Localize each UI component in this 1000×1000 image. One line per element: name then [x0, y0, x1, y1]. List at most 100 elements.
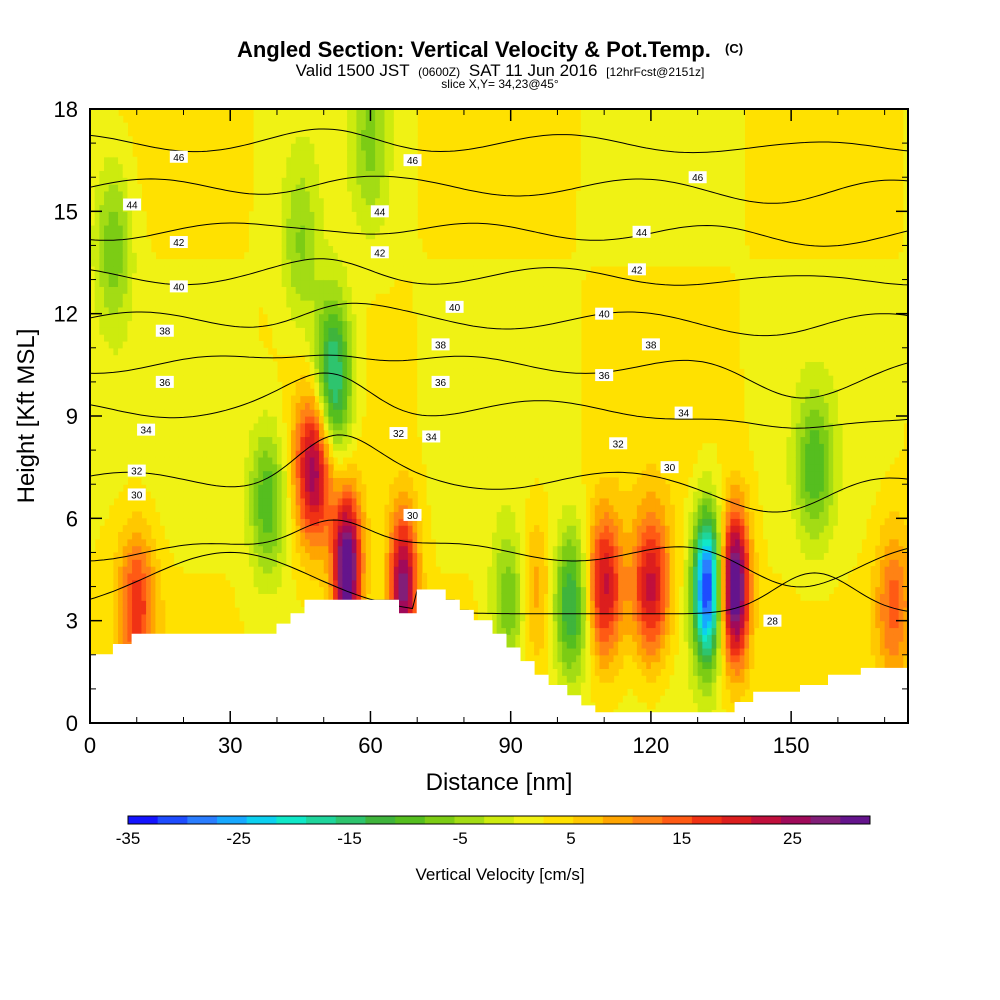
velocity-cell	[323, 245, 329, 253]
velocity-cell	[239, 566, 245, 574]
velocity-cell	[230, 443, 236, 451]
velocity-cell	[435, 525, 442, 533]
velocity-cell	[108, 156, 114, 165]
velocity-cell	[132, 327, 138, 335]
velocity-cell	[104, 402, 110, 410]
velocity-cell	[248, 224, 255, 233]
velocity-cell	[132, 170, 138, 178]
velocity-cell	[206, 566, 213, 574]
velocity-cell	[454, 265, 460, 274]
velocity-cell	[454, 531, 460, 540]
velocity-cell	[178, 511, 185, 519]
velocity-cell	[146, 388, 152, 397]
velocity-cell	[365, 559, 372, 567]
velocity-cell	[99, 109, 105, 117]
velocity-cell	[164, 436, 171, 444]
velocity-cell	[216, 531, 222, 540]
velocity-cell	[300, 204, 306, 212]
velocity-cell	[393, 177, 400, 185]
velocity-cell	[361, 163, 367, 171]
velocity-cell	[333, 518, 339, 526]
velocity-cell	[258, 211, 264, 219]
velocity-cell	[286, 518, 292, 526]
velocity-cell	[347, 313, 353, 322]
velocity-cell	[300, 395, 306, 403]
velocity-cell	[361, 184, 367, 192]
velocity-cell	[113, 429, 119, 438]
velocity-cell	[309, 156, 315, 165]
velocity-cell	[141, 456, 147, 465]
velocity-cell	[183, 368, 189, 376]
velocity-cell	[118, 600, 124, 608]
velocity-cell	[272, 538, 278, 547]
velocity-cell	[118, 422, 124, 431]
velocity-cell	[113, 436, 119, 444]
velocity-cell	[440, 416, 446, 424]
velocity-cell	[398, 525, 404, 533]
velocity-cell	[262, 613, 269, 622]
velocity-cell	[356, 586, 362, 594]
velocity-cell	[141, 306, 147, 315]
velocity-cell	[230, 504, 236, 513]
velocity-cell	[174, 354, 180, 363]
velocity-cell	[132, 265, 138, 274]
velocity-cell	[90, 477, 96, 485]
velocity-cell	[253, 156, 259, 165]
velocity-cell	[104, 190, 110, 199]
velocity-cell	[90, 429, 96, 438]
velocity-cell	[248, 327, 255, 335]
velocity-cell	[440, 422, 446, 431]
velocity-cell	[104, 511, 110, 519]
velocity-cell	[150, 306, 157, 315]
velocity-cell	[454, 463, 460, 472]
velocity-cell	[94, 197, 100, 206]
velocity-cell	[337, 252, 344, 260]
velocity-cell	[118, 531, 124, 540]
velocity-cell	[449, 518, 456, 526]
velocity-cell	[323, 559, 329, 567]
velocity-cell	[323, 552, 329, 560]
velocity-cell	[431, 361, 437, 369]
velocity-cell	[295, 109, 301, 117]
velocity-cell	[99, 184, 105, 192]
velocity-cell	[99, 416, 105, 424]
velocity-cell	[230, 293, 236, 301]
velocity-cell	[337, 286, 344, 294]
velocity-cell	[440, 361, 446, 369]
velocity-cell	[90, 300, 96, 308]
velocity-cell	[398, 211, 404, 219]
velocity-cell	[248, 497, 255, 506]
velocity-cell	[122, 388, 128, 397]
velocity-cell	[314, 559, 320, 567]
velocity-cell	[356, 313, 362, 322]
velocity-cell	[454, 286, 460, 294]
velocity-cell	[347, 184, 353, 192]
velocity-cell	[276, 402, 283, 410]
velocity-cell	[323, 300, 329, 308]
velocity-cell	[417, 300, 423, 308]
velocity-cell	[262, 518, 269, 526]
velocity-cell	[234, 579, 241, 588]
velocity-cell	[445, 293, 451, 301]
velocity-cell	[333, 368, 339, 376]
velocity-cell	[164, 531, 171, 540]
velocity-cell	[435, 538, 442, 547]
velocity-cell	[435, 491, 442, 499]
velocity-cell	[398, 504, 404, 513]
velocity-cell	[389, 231, 395, 240]
velocity-cell	[104, 238, 110, 247]
velocity-cell	[309, 477, 315, 485]
velocity-cell	[272, 477, 278, 485]
velocity-cell	[426, 361, 432, 369]
velocity-cell	[361, 293, 367, 301]
velocity-cell	[347, 109, 353, 117]
velocity-cell	[445, 491, 451, 499]
velocity-cell	[216, 429, 222, 438]
velocity-cell	[337, 538, 344, 547]
velocity-cell	[113, 361, 119, 369]
velocity-cell	[309, 109, 315, 117]
velocity-cell	[286, 327, 292, 335]
velocity-cell	[262, 484, 269, 492]
velocity-cell	[150, 313, 157, 322]
velocity-cell	[403, 204, 409, 212]
